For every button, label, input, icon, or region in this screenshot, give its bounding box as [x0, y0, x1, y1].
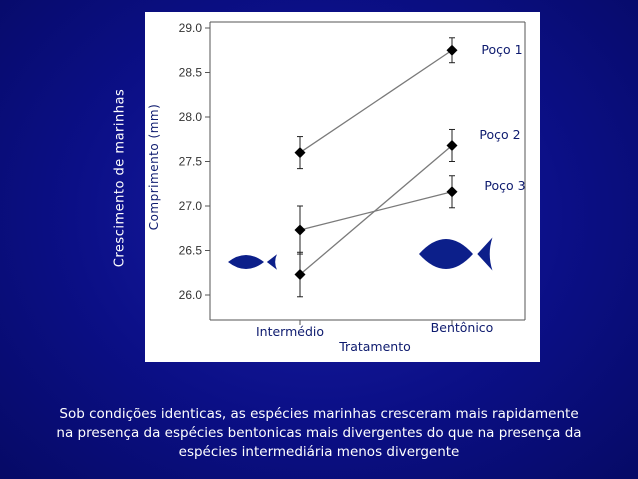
y-tick-label: 27.0 [179, 199, 203, 213]
y-tick-label: 28.0 [179, 110, 203, 124]
caption-line-1: Sob condições identicas, as espécies mar… [59, 406, 579, 422]
data-point [446, 186, 458, 198]
data-point [294, 147, 306, 159]
y-tick-label: 26.0 [179, 288, 203, 302]
y-tick-label: 26.5 [179, 244, 203, 258]
series-line [299, 144, 453, 276]
category-label-bentonico: Bentônico [431, 320, 494, 335]
data-point [446, 44, 458, 56]
x-axis-label: Tratamento [338, 339, 411, 354]
series-label: Poço 1 [481, 42, 522, 57]
data-point [446, 139, 458, 151]
y-axis-label: Comprimento (mm) [147, 100, 161, 234]
fish-benthic-icon [419, 237, 493, 271]
fish-intermediate-icon [228, 254, 277, 270]
category-label-intermedio: Intermédio [256, 324, 324, 339]
y-tick-label: 27.5 [179, 155, 203, 169]
data-point [294, 269, 306, 281]
series-label: Poço 2 [479, 127, 520, 142]
caption-line-2: na presença da espécies bentonicas mais … [56, 425, 582, 441]
y-tick-label: 29.0 [179, 21, 203, 35]
series-line [299, 191, 453, 231]
outer-y-axis-label: Crescimento de marinhas [112, 88, 128, 268]
data-point [294, 224, 306, 236]
series-label: Poço 3 [484, 178, 525, 193]
caption-line-3: espécies intermediária menos divergente [178, 444, 460, 460]
caption: Sob condições identicas, as espécies mar… [20, 405, 618, 462]
series-line [299, 49, 453, 154]
chart-panel [145, 12, 540, 362]
y-tick-label: 28.5 [179, 66, 203, 80]
